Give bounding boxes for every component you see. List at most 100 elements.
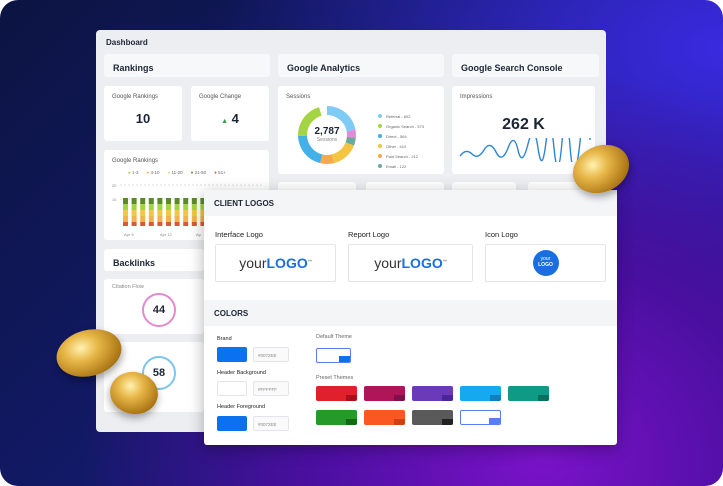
ranking-bar-segment (191, 216, 197, 222)
icon-logo: your LOGO (532, 250, 559, 276)
interface-logo-upload[interactable]: yourLOGO™ (215, 244, 336, 282)
legend-dot (378, 114, 382, 118)
legend-dot (378, 124, 382, 128)
brand-label: Brand (217, 336, 232, 342)
ranking-bar-segment (131, 204, 137, 210)
x-tick-label: Apr 5 (124, 232, 134, 237)
google-change-value: 4 (231, 111, 239, 126)
ranking-bar-segment (140, 222, 146, 226)
preset-theme-swatch[interactable] (412, 410, 453, 425)
card-label: Impressions (460, 94, 493, 100)
section-backlinks: Backlinks (104, 249, 204, 271)
section-google-analytics: Google Analytics (278, 54, 444, 77)
preset-theme-swatch[interactable] (508, 386, 549, 401)
legend-dot (378, 134, 382, 138)
ranking-bar-segment (200, 210, 206, 216)
header-foreground-hex-input[interactable]: #0072EE (253, 416, 289, 431)
ranking-bar-segment (174, 222, 180, 226)
header-foreground-swatch[interactable] (217, 416, 247, 431)
legend-item: ● 21-50 (190, 170, 207, 175)
google-change-card: Google Change ▲ 4 (191, 86, 269, 141)
ranking-bar-segment (157, 210, 163, 216)
chart-title: Google Rankings (112, 158, 159, 164)
preset-theme-swatch[interactable] (412, 386, 453, 401)
donut-slice (345, 136, 356, 146)
sessions-legend: Referral - 602 Organic Search - 573 Direct… (378, 112, 424, 172)
dashboard-title: Dashboard (106, 38, 148, 47)
ranking-bar-segment (191, 204, 197, 210)
ranking-bar-segment (123, 222, 128, 226)
donut-slice (327, 106, 356, 132)
header-foreground-label: Header Foreground (217, 404, 266, 410)
legend-item: ● 1-3 (128, 170, 139, 175)
y-tick-label: 10 (112, 197, 117, 202)
ranking-bar-segment (191, 210, 197, 216)
ranking-bar-segment (166, 204, 171, 210)
legend-label: Direct - 564 (386, 134, 407, 139)
legend-item: Referral - 602 (378, 112, 424, 122)
legend-label: Other - 410 (386, 144, 407, 149)
ranking-bar-segment (183, 222, 189, 226)
card-label: Google Change (199, 94, 242, 100)
legend-dot (378, 154, 382, 158)
donut-slice (298, 107, 322, 136)
ranking-bar-segment (183, 216, 189, 222)
card-label: Citation Flow (112, 284, 144, 290)
legend-label: 1-3 (131, 170, 139, 175)
header-background-label: Header Background (217, 370, 266, 376)
ranking-bar-segment (148, 222, 154, 226)
ranking-bar-segment (191, 198, 197, 204)
impressions-sparkline (459, 138, 591, 162)
legend-item: Organic Search - 573 (378, 122, 424, 132)
legend-item: Other - 410 (378, 142, 424, 152)
ranking-bar-segment (140, 198, 146, 204)
ranking-bar-segment (174, 216, 180, 222)
donut-slice (320, 154, 335, 164)
legend-dot (378, 144, 382, 148)
ranking-bar-segment (148, 198, 154, 204)
client-logos-panel: CLIENT LOGOS Interface Logo Report Logo … (204, 190, 617, 445)
card-label: Sessions (286, 94, 311, 100)
donut-slice (331, 142, 354, 164)
ranking-bar-segment (131, 198, 137, 204)
sessions-total-label: Sessions (316, 137, 338, 143)
preset-theme-swatch[interactable] (316, 386, 357, 401)
brand-hex-input[interactable]: #0072EE (253, 347, 289, 362)
preset-theme-swatch[interactable] (460, 386, 501, 401)
ranking-bar-segment (200, 222, 206, 226)
legend-item: Direct - 564 (378, 132, 424, 142)
legend-label: 21-50 (194, 170, 207, 175)
ranking-bar-segment (183, 204, 189, 210)
default-theme-swatch[interactable] (316, 348, 351, 363)
ranking-bar-segment (200, 198, 206, 204)
icon-logo-upload[interactable]: your LOGO (485, 244, 606, 282)
ranking-bar-segment (123, 204, 128, 210)
header-background-swatch[interactable] (217, 381, 247, 396)
default-theme-label: Default Theme (316, 334, 352, 340)
donut-slice (346, 129, 356, 138)
impressions-value: 262 K (502, 116, 545, 133)
report-logo-upload[interactable]: yourLOGO™ (348, 244, 473, 282)
ranking-bar-segment (123, 210, 128, 216)
donut-slice (298, 135, 323, 164)
ranking-bar-segment (123, 198, 128, 204)
colors-header: COLORS (204, 300, 617, 326)
preset-theme-swatch[interactable] (460, 410, 501, 425)
sessions-total: 2,787 (314, 126, 340, 137)
ranking-bar-segment (183, 198, 189, 204)
ranking-bar-segment (200, 216, 206, 222)
ranking-bar-segment (148, 210, 154, 216)
header-background-hex-input[interactable]: #FFFFFF (253, 381, 289, 396)
section-rankings: Rankings (104, 54, 270, 77)
preset-theme-swatch[interactable] (316, 410, 357, 425)
arrow-up-icon: ▲ (221, 118, 229, 125)
legend-label: Paid Search - 212 (386, 154, 419, 159)
legend-item: Email - 122 (378, 162, 424, 172)
ranking-bar-segment (140, 210, 146, 216)
preset-theme-swatch[interactable] (364, 410, 405, 425)
preset-theme-swatch[interactable] (364, 386, 405, 401)
legend-item: ● 51+ (214, 170, 226, 175)
legend-item: ● 11-20 (167, 170, 183, 175)
brand-color-swatch[interactable] (217, 347, 247, 362)
ranking-bar-segment (131, 210, 137, 216)
